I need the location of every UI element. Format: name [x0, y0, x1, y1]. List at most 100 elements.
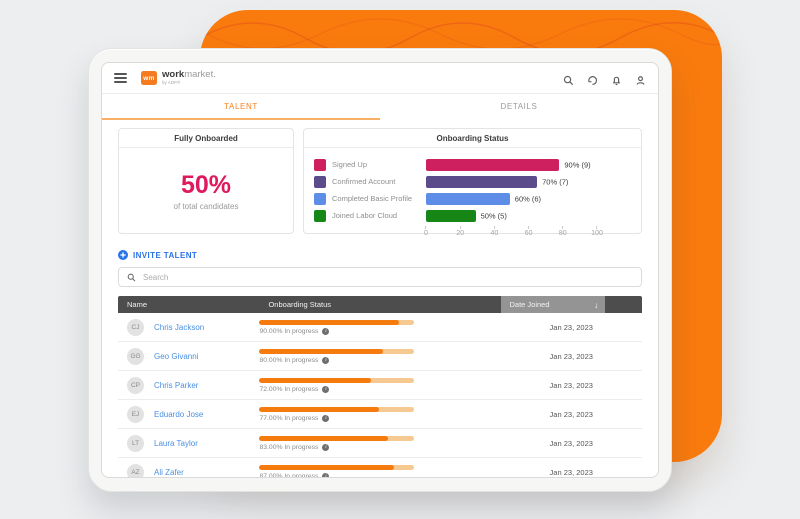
- legend-swatch: [314, 192, 326, 205]
- progress-label: 80.00% In progress: [259, 356, 319, 364]
- axis-tick: 100: [591, 226, 603, 237]
- talent-name-link[interactable]: Ali Zafer: [154, 467, 184, 477]
- info-icon[interactable]: i: [322, 414, 330, 422]
- progress-label: 77.00% In progress: [259, 414, 319, 422]
- tab-talent[interactable]: TALENT: [102, 94, 380, 120]
- onboarded-caption: of total candidates: [173, 202, 239, 211]
- info-icon[interactable]: i: [322, 356, 330, 364]
- topbar-icons: [563, 73, 646, 85]
- column-header-spacer: [605, 296, 642, 313]
- invite-talent-label: INVITE TALENT: [133, 250, 198, 260]
- table-row[interactable]: LT Laura Taylor 83.00% In progress i Jan…: [118, 429, 642, 458]
- info-icon[interactable]: i: [322, 443, 330, 451]
- date-joined-cell: Jan 23, 2023: [549, 467, 593, 477]
- legend-swatch: [314, 158, 326, 171]
- progress-bar: [259, 435, 415, 441]
- progress-bar: [259, 319, 415, 325]
- legend-label: Signed Up: [332, 160, 368, 169]
- table-row[interactable]: EJ Eduardo Jose 77.00% In progress i Jan…: [118, 400, 642, 429]
- table-header: Name Onboarding Status Date Joined ↓: [118, 296, 642, 313]
- date-joined-cell: Jan 23, 2023: [549, 351, 593, 361]
- tab-details[interactable]: DETAILS: [500, 101, 538, 111]
- history-icon[interactable]: [587, 73, 598, 85]
- chart-bar: [426, 158, 560, 171]
- legend-label: Confirmed Account: [332, 177, 396, 186]
- legend-label: Completed Basic Profile: [332, 194, 413, 203]
- topbar: wm workmarket. by ADP®: [102, 63, 658, 94]
- chart-row: Joined Labor Cloud 50% (5): [314, 207, 633, 224]
- invite-talent-button[interactable]: INVITE TALENT: [118, 250, 642, 260]
- chart-bar: [426, 192, 510, 205]
- info-icon[interactable]: i: [322, 327, 330, 335]
- brand-byline: by ADP®: [162, 80, 181, 86]
- onboarding-status-card: Onboarding Status Signed Up 90% (9) Conf…: [303, 128, 642, 237]
- axis-tick: 20: [456, 226, 464, 237]
- progress-bar: [259, 406, 415, 412]
- app-screen: wm workmarket. by ADP®: [101, 62, 659, 478]
- talent-table: Name Onboarding Status Date Joined ↓ CJ …: [118, 296, 642, 478]
- avatar: GG: [127, 347, 144, 365]
- axis-tick: 80: [559, 226, 567, 237]
- talent-name-link[interactable]: Chris Parker: [154, 380, 199, 390]
- progress-label: 90.00% In progress: [259, 327, 319, 335]
- bar-value-label: 70% (7): [542, 177, 569, 186]
- menu-icon[interactable]: [114, 73, 127, 83]
- logo-badge: wm: [141, 71, 157, 85]
- chart-row: Completed Basic Profile 60% (6): [314, 190, 633, 207]
- bar-chart: Signed Up 90% (9) Confirmed Account 70% …: [304, 148, 641, 243]
- table-row[interactable]: CJ Chris Jackson 90.00% In progress i Ja…: [118, 313, 642, 342]
- tablet-device: wm workmarket. by ADP®: [88, 48, 672, 492]
- fully-onboarded-card: Fully Onboarded 50% of total candidates: [118, 128, 294, 234]
- progress-bar: [259, 348, 415, 354]
- talent-name-link[interactable]: Eduardo Jose: [154, 409, 204, 419]
- column-header-date-joined[interactable]: Date Joined ↓: [500, 296, 606, 313]
- legend-label: Joined Labor Cloud: [332, 211, 398, 220]
- chart-row: Signed Up 90% (9): [314, 156, 633, 173]
- workmarket-logo[interactable]: wm workmarket. by ADP®: [141, 70, 216, 86]
- legend-swatch: [314, 209, 326, 222]
- axis-tick: 40: [490, 226, 498, 237]
- avatar: EJ: [127, 405, 144, 423]
- talent-name-link[interactable]: Chris Jackson: [154, 322, 205, 332]
- chart-row: Confirmed Account 70% (7): [314, 173, 633, 190]
- bar-value-label: 60% (6): [514, 194, 542, 203]
- column-header-name[interactable]: Name: [118, 296, 260, 313]
- progress-label: 72.00% In progress: [259, 385, 319, 393]
- avatar: CJ: [127, 318, 144, 336]
- summary-cards: Fully Onboarded 50% of total candidates …: [102, 120, 658, 240]
- table-row[interactable]: CP Chris Parker 72.00% In progress i Jan…: [118, 371, 642, 400]
- date-joined-cell: Jan 23, 2023: [549, 438, 593, 448]
- user-icon[interactable]: [635, 73, 646, 85]
- bell-icon[interactable]: [611, 73, 622, 85]
- search-field-icon: [127, 273, 136, 281]
- progress-bar: [259, 377, 415, 383]
- talent-name-link[interactable]: Laura Taylor: [154, 438, 198, 448]
- plus-circle-icon: [118, 250, 128, 260]
- chart-title: Onboarding Status: [304, 129, 641, 148]
- search-icon[interactable]: [563, 73, 574, 85]
- onboarded-percent: 50%: [180, 171, 232, 199]
- table-row[interactable]: AZ Ali Zafer 87.00% In progress i Jan 23…: [118, 458, 642, 478]
- chart-bar: [426, 209, 476, 222]
- progress-label: 87.00% In progress: [259, 472, 319, 478]
- axis-tick: 60: [525, 226, 532, 237]
- tab-bar: TALENT DETAILS: [102, 94, 658, 120]
- talent-name-link[interactable]: Geo Givanni: [154, 351, 199, 361]
- search-input[interactable]: [143, 272, 641, 282]
- table-row[interactable]: GG Geo Givanni 80.00% In progress i Jan …: [118, 342, 642, 371]
- bar-value-label: 90% (9): [564, 160, 591, 169]
- avatar: LT: [127, 434, 144, 452]
- chart-x-axis: 0 20 40 60 80 100: [424, 226, 603, 241]
- info-icon[interactable]: i: [322, 472, 330, 477]
- progress-bar: [259, 464, 415, 470]
- date-joined-cell: Jan 23, 2023: [549, 322, 593, 332]
- sort-desc-icon[interactable]: ↓: [594, 299, 599, 310]
- progress-label: 83.00% In progress: [259, 443, 319, 451]
- chart-bar: [426, 175, 538, 188]
- search-bar: [118, 267, 642, 287]
- info-icon[interactable]: i: [322, 385, 330, 393]
- column-header-onboarding-status[interactable]: Onboarding Status: [259, 296, 501, 313]
- table-body: CJ Chris Jackson 90.00% In progress i Ja…: [118, 313, 642, 478]
- axis-tick: 0: [424, 226, 428, 237]
